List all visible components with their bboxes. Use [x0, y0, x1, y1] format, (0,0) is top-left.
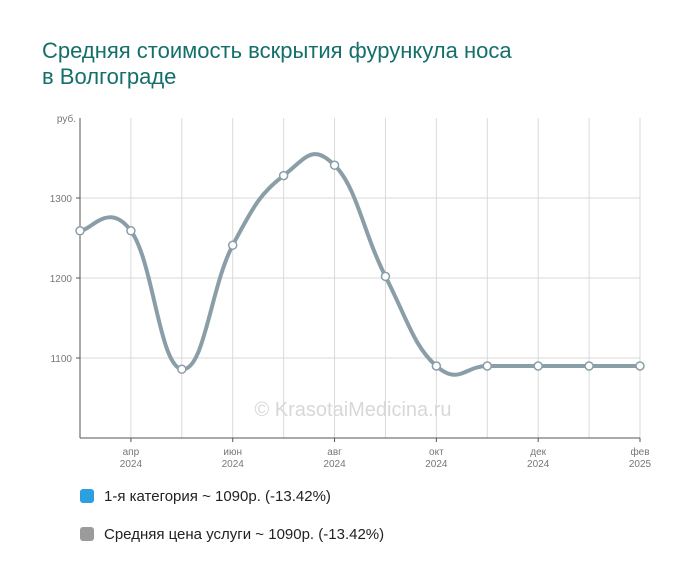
data-point: [380, 271, 391, 282]
data-point: [227, 240, 238, 250]
legend: 1-я категория ~ 1090р. (-13.42%) Средняя…: [80, 486, 384, 562]
title-line-2: в Волгограде: [42, 64, 177, 89]
x-tick-label-year: 2024: [222, 459, 245, 470]
y-tick-label: 1100: [50, 354, 72, 365]
y-axis-unit-label: руб.: [57, 113, 76, 125]
data-points: [75, 160, 645, 374]
legend-label-average: Средняя цена услуги ~ 1090р. (-13.42%): [104, 525, 385, 543]
x-tick-label-month: авг: [327, 447, 342, 458]
data-point: [278, 170, 289, 181]
data-point: [177, 364, 187, 374]
axes: руб.110012001300апр2024июн2024авг2024окт…: [50, 113, 652, 470]
data-point: [482, 361, 493, 371]
x-tick-label-year: 2024: [120, 459, 143, 470]
data-point: [533, 361, 543, 371]
x-tick-label-month: апр: [123, 447, 140, 458]
data-point: [635, 361, 645, 371]
grid: [80, 118, 641, 438]
data-point: [126, 226, 136, 236]
price-chart: © KrasotaiMedicina.ru руб. 1100 1200 1300 ап…: [50, 113, 652, 470]
legend-swatch-average: [80, 527, 94, 541]
y-tick-label: 1300: [50, 194, 73, 205]
data-point: [431, 361, 442, 371]
x-tick-label-year: 2025: [629, 459, 652, 470]
data-point: [584, 361, 594, 371]
legend-label-category: 1-я категория ~ 1090р. (-13.42%): [104, 487, 331, 505]
series-lines: [78, 152, 642, 377]
y-tick-label: 1200: [50, 274, 73, 285]
data-point: [75, 226, 85, 236]
x-tick-label-month: дек: [530, 447, 546, 458]
legend-item-average[interactable]: Средняя цена услуги ~ 1090р. (-13.42%): [80, 524, 384, 544]
series-line-2: [78, 152, 642, 377]
x-tick-label-year: 2024: [425, 459, 448, 470]
x-tick-label-month: июн: [223, 447, 242, 458]
data-point: [329, 160, 340, 170]
x-tick-label-month: окт: [429, 447, 444, 458]
legend-swatch-category: [80, 489, 94, 503]
x-tick-label-year: 2024: [527, 459, 550, 470]
title-line-1: Средняя стоимость вскрытия фурункула нос…: [42, 38, 512, 63]
x-tick-label-month: фев: [630, 446, 649, 458]
x-tick-label-year: 2024: [323, 459, 346, 470]
legend-item-category[interactable]: 1-я категория ~ 1090р. (-13.42%): [80, 486, 384, 506]
watermark: © KrasotaiMedicina.ru: [254, 399, 451, 421]
chart-title: Средняя стоимость вскрытия фурункула нос…: [42, 38, 642, 90]
